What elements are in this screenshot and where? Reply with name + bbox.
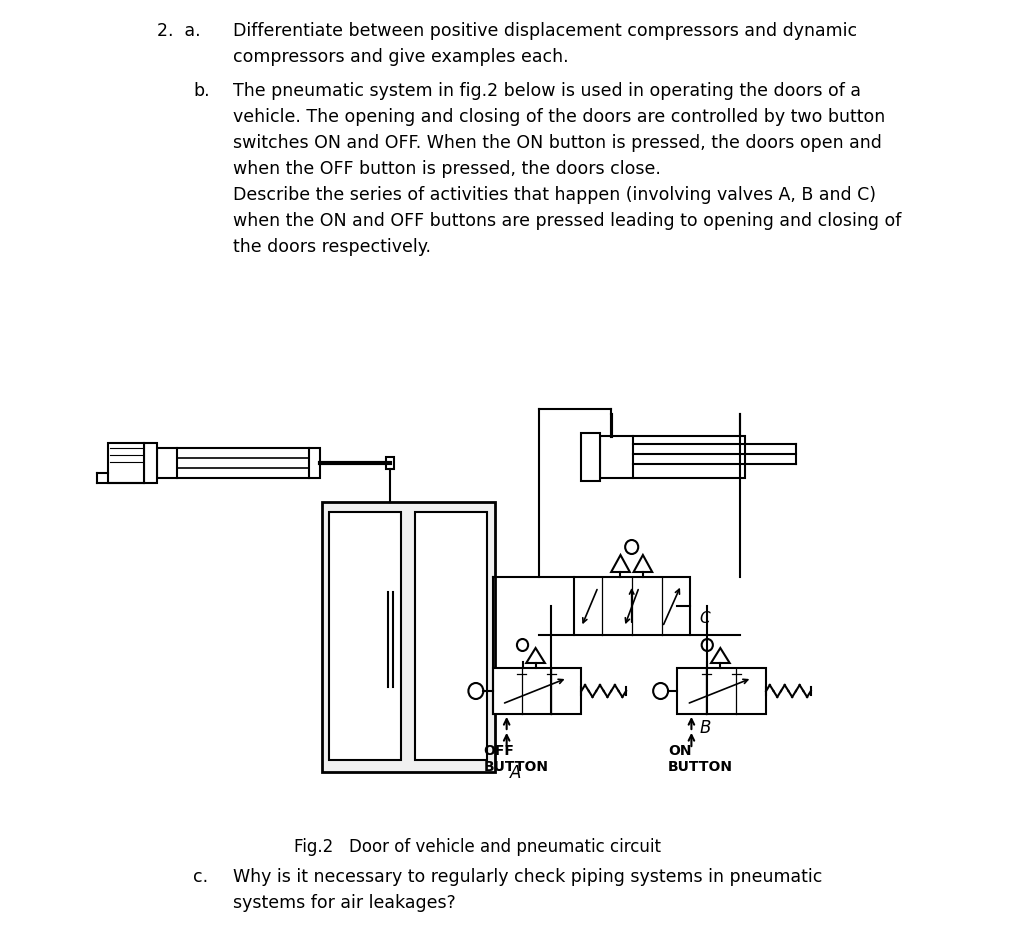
- Bar: [415, 512, 487, 760]
- Bar: [322, 502, 495, 772]
- Text: the doors respectively.: the doors respectively.: [233, 238, 431, 256]
- Text: b.: b.: [194, 82, 210, 100]
- Text: C: C: [699, 611, 711, 626]
- Text: The pneumatic system in fig.2 below is used in operating the doors of a: The pneumatic system in fig.2 below is u…: [233, 82, 861, 100]
- Text: BUTTON: BUTTON: [668, 760, 733, 774]
- Bar: [600, 436, 744, 478]
- Text: when the OFF button is pressed, the doors close.: when the OFF button is pressed, the door…: [233, 160, 662, 178]
- Text: Why is it necessary to regularly check piping systems in pneumatic: Why is it necessary to regularly check p…: [233, 868, 822, 886]
- Text: Describe the series of activities that happen (involving valves A, B and C): Describe the series of activities that h…: [233, 186, 877, 204]
- Text: c.: c.: [194, 868, 208, 886]
- Text: vehicle. The opening and closing of the doors are controlled by two button: vehicle. The opening and closing of the …: [233, 108, 886, 126]
- Bar: [582, 433, 600, 481]
- Bar: [573, 577, 690, 635]
- Text: ON: ON: [668, 744, 691, 758]
- Text: Fig.2   Door of vehicle and pneumatic circuit: Fig.2 Door of vehicle and pneumatic circ…: [294, 838, 662, 856]
- Bar: [109, 443, 143, 483]
- Text: OFF: OFF: [483, 744, 514, 758]
- Text: B: B: [699, 719, 712, 737]
- Bar: [678, 668, 766, 714]
- Bar: [157, 448, 321, 478]
- Text: systems for air leakages?: systems for air leakages?: [233, 894, 456, 912]
- Text: switches ON and OFF. When the ON button is pressed, the doors open and: switches ON and OFF. When the ON button …: [233, 134, 882, 152]
- Text: Differentiate between positive displacement compressors and dynamic: Differentiate between positive displacem…: [233, 22, 857, 40]
- Text: BUTTON: BUTTON: [483, 760, 548, 774]
- Bar: [386, 457, 394, 469]
- Text: A: A: [510, 764, 521, 782]
- Text: 2.  a.: 2. a.: [157, 22, 201, 40]
- Bar: [493, 668, 582, 714]
- Bar: [143, 443, 157, 483]
- Bar: [330, 512, 401, 760]
- Text: compressors and give examples each.: compressors and give examples each.: [233, 48, 569, 66]
- Text: when the ON and OFF buttons are pressed leading to opening and closing of: when the ON and OFF buttons are pressed …: [233, 212, 902, 230]
